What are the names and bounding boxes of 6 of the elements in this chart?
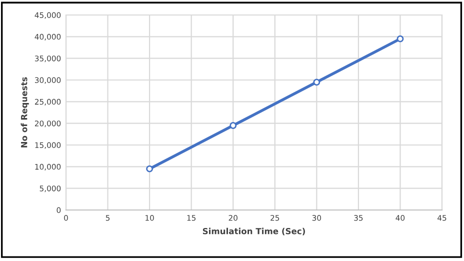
y-axis-title: No of Requests [20,77,29,148]
point [396,35,404,42]
point [146,165,154,172]
x-axis-title: Simulation Time (Sec) [202,228,305,236]
point [230,122,237,129]
point [313,78,320,86]
